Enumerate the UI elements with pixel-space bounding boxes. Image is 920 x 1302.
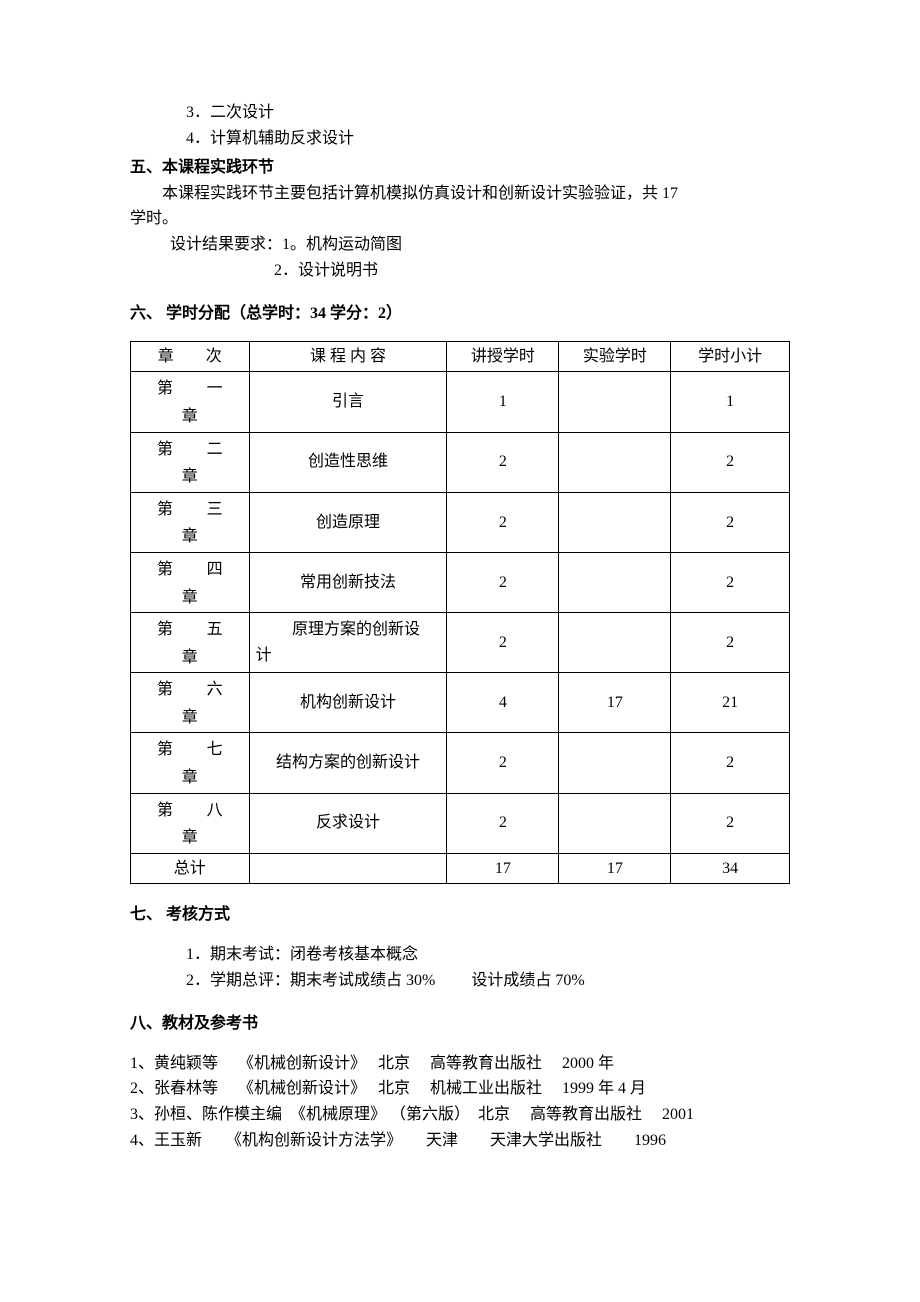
table-row: 第 五章 原理方案的创新设计22 (131, 613, 790, 673)
hours-table: 章 次 课 程 内 容 讲授学时 实验学时 学时小计 第 一章引言11第 二章创… (130, 341, 790, 885)
cell-lecture: 2 (447, 552, 559, 612)
cell-content: 常用创新技法 (249, 552, 447, 612)
intro-item-3: 3．二次设计 (130, 100, 790, 126)
cell-subtotal: 2 (671, 733, 790, 793)
section-5-heading: 五、本课程实践环节 (130, 155, 790, 181)
cell-lecture: 2 (447, 613, 559, 673)
section-5-req2: 2．设计说明书 (130, 258, 790, 284)
table-row: 第 四章常用创新技法22 (131, 552, 790, 612)
table-row: 第 一章引言11 (131, 372, 790, 432)
header-chapter: 章 次 (131, 341, 250, 372)
cell-content: 创造性思维 (249, 432, 447, 492)
table-row: 第 六章机构创新设计41721 (131, 673, 790, 733)
section-5-body-line2: 学时。 (130, 206, 790, 232)
cell-content: 原理方案的创新设计 (249, 613, 447, 673)
table-row: 第 三章创造原理22 (131, 492, 790, 552)
cell-lecture: 4 (447, 673, 559, 733)
cell-subtotal: 2 (671, 492, 790, 552)
section-7-heading: 七、 考核方式 (130, 902, 790, 928)
header-lab: 实验学时 (559, 341, 671, 372)
cell-lab (559, 372, 671, 432)
table-row: 第 二章创造性思维22 (131, 432, 790, 492)
reference-item: 2、张春林等 《机械创新设计》 北京 机械工业出版社 1999 年 4 月 (130, 1076, 790, 1102)
cell-chapter: 第 七章 (131, 733, 250, 793)
cell-content (249, 853, 447, 884)
cell-chapter: 第 五章 (131, 613, 250, 673)
cell-lab (559, 613, 671, 673)
cell-lecture: 2 (447, 793, 559, 853)
cell-lab (559, 552, 671, 612)
cell-subtotal: 34 (671, 853, 790, 884)
section-5-body-line1: 本课程实践环节主要包括计算机模拟仿真设计和创新设计实验验证，共 17 (130, 181, 790, 207)
cell-subtotal: 2 (671, 613, 790, 673)
section-6-heading: 六、 学时分配（总学时：34 学分：2） (130, 301, 790, 327)
cell-lab (559, 733, 671, 793)
section-7-item2: 2．学期总评：期末考试成绩占 30% 设计成绩占 70% (130, 968, 790, 994)
cell-chapter: 第 二章 (131, 432, 250, 492)
cell-subtotal: 21 (671, 673, 790, 733)
cell-content: 创造原理 (249, 492, 447, 552)
cell-lecture: 2 (447, 432, 559, 492)
header-subtotal: 学时小计 (671, 341, 790, 372)
cell-lab (559, 492, 671, 552)
cell-subtotal: 2 (671, 432, 790, 492)
reference-item: 4、王玉新 《机构创新设计方法学》 天津 天津大学出版社 1996 (130, 1128, 790, 1154)
header-lecture: 讲授学时 (447, 341, 559, 372)
cell-content: 反求设计 (249, 793, 447, 853)
cell-lab: 17 (559, 853, 671, 884)
cell-lab (559, 432, 671, 492)
cell-lecture: 17 (447, 853, 559, 884)
cell-subtotal: 2 (671, 793, 790, 853)
cell-content: 结构方案的创新设计 (249, 733, 447, 793)
section-8-heading: 八、教材及参考书 (130, 1011, 790, 1037)
table-row: 第 八章反求设计22 (131, 793, 790, 853)
reference-item: 1、黄纯颖等 《机械创新设计》 北京 高等教育出版社 2000 年 (130, 1051, 790, 1077)
cell-lab: 17 (559, 673, 671, 733)
table-row: 第 七章结构方案的创新设计22 (131, 733, 790, 793)
reference-item: 3、孙桓、陈作模主编 《机械原理》 （第六版） 北京 高等教育出版社 2001 (130, 1102, 790, 1128)
cell-chapter: 总计 (131, 853, 250, 884)
cell-content: 引言 (249, 372, 447, 432)
cell-content: 机构创新设计 (249, 673, 447, 733)
cell-subtotal: 2 (671, 552, 790, 612)
section-7-item1: 1．期末考试：闭卷考核基本概念 (130, 942, 790, 968)
cell-chapter: 第 八章 (131, 793, 250, 853)
cell-chapter: 第 一章 (131, 372, 250, 432)
intro-item-4: 4．计算机辅助反求设计 (130, 126, 790, 152)
cell-chapter: 第 三章 (131, 492, 250, 552)
cell-lab (559, 793, 671, 853)
header-content: 课 程 内 容 (249, 341, 447, 372)
table-row: 总计171734 (131, 853, 790, 884)
section-5-req1: 设计结果要求：1。机构运动简图 (130, 232, 790, 258)
cell-chapter: 第 六章 (131, 673, 250, 733)
cell-lecture: 2 (447, 492, 559, 552)
cell-lecture: 1 (447, 372, 559, 432)
cell-lecture: 2 (447, 733, 559, 793)
cell-subtotal: 1 (671, 372, 790, 432)
table-header-row: 章 次 课 程 内 容 讲授学时 实验学时 学时小计 (131, 341, 790, 372)
cell-chapter: 第 四章 (131, 552, 250, 612)
